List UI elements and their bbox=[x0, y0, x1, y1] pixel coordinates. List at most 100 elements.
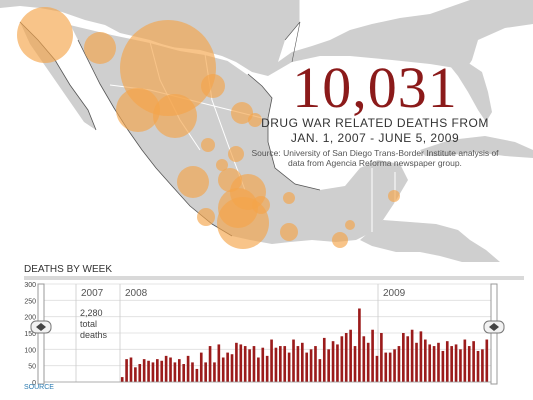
week-bar bbox=[151, 362, 155, 382]
coastline bbox=[284, 21, 301, 63]
week-bar bbox=[252, 346, 256, 382]
week-bar bbox=[344, 333, 348, 382]
week-bar bbox=[287, 352, 291, 382]
y-tick-label: 100 bbox=[24, 347, 36, 354]
left-handle-track bbox=[37, 283, 45, 385]
bubble bbox=[197, 208, 215, 226]
coastline bbox=[247, 73, 321, 191]
bubble bbox=[116, 88, 160, 132]
week-bar bbox=[160, 360, 164, 382]
coastline bbox=[77, 39, 233, 237]
week-bar bbox=[147, 360, 150, 382]
week-bar bbox=[156, 359, 159, 382]
week-bar bbox=[423, 339, 427, 382]
week-bar bbox=[204, 362, 207, 382]
headline-line-1: DRUG WAR RELATED DEATHS FROM bbox=[261, 116, 489, 130]
year-label: 2008 bbox=[125, 288, 148, 299]
week-bar bbox=[283, 346, 287, 382]
florida-land bbox=[450, 64, 492, 122]
week-bar bbox=[393, 349, 396, 382]
week-bar bbox=[441, 350, 445, 382]
annotation-line-1: 2,280 bbox=[80, 308, 103, 318]
week-bar bbox=[248, 349, 251, 382]
week-bar bbox=[485, 339, 489, 382]
week-bar bbox=[142, 359, 146, 382]
week-bar bbox=[371, 329, 374, 382]
source-link[interactable]: SOURCE bbox=[24, 384, 54, 391]
usa-land bbox=[0, 0, 533, 76]
week-bar bbox=[406, 336, 410, 382]
total-deaths-number: 10,031 bbox=[292, 55, 458, 120]
week-bar bbox=[177, 359, 181, 382]
week-bar bbox=[235, 342, 238, 382]
central-america-land bbox=[360, 220, 500, 262]
week-bar bbox=[476, 350, 480, 382]
chart-title: DEATHS BY WEEK bbox=[24, 264, 112, 275]
headline-block: 10,031 DRUG WAR RELATED DEATHS FROM JAN.… bbox=[245, 55, 505, 169]
year-label: 2009 bbox=[383, 288, 406, 299]
year-label: 2007 bbox=[81, 288, 104, 299]
week-bar bbox=[199, 352, 203, 382]
annotation-line-3: deaths bbox=[80, 330, 108, 340]
week-bar bbox=[362, 336, 366, 382]
week-bar bbox=[481, 349, 484, 382]
week-bar bbox=[410, 329, 414, 382]
week-bar bbox=[169, 357, 172, 382]
week-bar bbox=[331, 341, 335, 382]
headline-line-2: JAN. 1, 2007 - JUNE 5, 2009 bbox=[290, 131, 460, 145]
week-bar bbox=[191, 362, 194, 382]
week-bar bbox=[353, 346, 357, 382]
bubble bbox=[332, 232, 348, 248]
total-deaths-annotation: 2,280 total deaths bbox=[80, 308, 108, 340]
death-bubbles bbox=[17, 7, 400, 249]
week-bar bbox=[182, 364, 186, 382]
bubble bbox=[177, 166, 209, 198]
right-range-handle[interactable] bbox=[483, 283, 505, 385]
y-axis-ticks: 0 50 100 150 200 250 300 bbox=[24, 282, 36, 387]
bubble bbox=[388, 190, 400, 202]
week-bar bbox=[213, 362, 216, 382]
week-bar bbox=[305, 352, 309, 382]
y-tick-label: 200 bbox=[24, 315, 36, 322]
left-range-handle[interactable] bbox=[30, 283, 52, 385]
week-bar bbox=[134, 367, 137, 382]
bubble bbox=[283, 192, 295, 204]
bubble bbox=[201, 74, 225, 98]
week-bar bbox=[327, 349, 330, 382]
week-bar bbox=[195, 368, 199, 382]
week-bar bbox=[173, 362, 177, 382]
bubble bbox=[153, 94, 197, 138]
week-bar bbox=[270, 339, 273, 382]
week-bar bbox=[265, 355, 269, 382]
bubble bbox=[201, 138, 215, 152]
bubble bbox=[217, 197, 269, 249]
y-tick-label: 250 bbox=[24, 298, 36, 305]
bubble bbox=[228, 146, 244, 162]
right-arrow-icon bbox=[489, 323, 499, 331]
week-bar bbox=[454, 344, 458, 382]
week-bar bbox=[138, 364, 142, 382]
week-bar bbox=[459, 349, 462, 382]
week-bar bbox=[243, 346, 247, 382]
week-bar bbox=[419, 331, 423, 382]
week-bar bbox=[296, 346, 300, 382]
week-bar bbox=[261, 347, 265, 382]
y-tick-label: 300 bbox=[24, 282, 36, 289]
week-bar bbox=[432, 346, 436, 382]
week-bar bbox=[415, 342, 418, 382]
week-bar bbox=[380, 333, 383, 382]
week-bar bbox=[472, 341, 475, 382]
week-bar bbox=[437, 342, 440, 382]
weekly-bars bbox=[44, 308, 491, 383]
annotation-line-2: total bbox=[80, 319, 97, 329]
week-bar bbox=[322, 337, 326, 382]
bubble bbox=[345, 220, 355, 230]
week-bar bbox=[300, 342, 304, 382]
week-bar bbox=[445, 341, 449, 382]
bubble bbox=[84, 32, 116, 64]
week-bar bbox=[309, 349, 313, 382]
week-bar bbox=[125, 359, 128, 382]
week-bar bbox=[221, 357, 225, 382]
bubble bbox=[17, 7, 73, 63]
week-bar bbox=[375, 355, 379, 382]
